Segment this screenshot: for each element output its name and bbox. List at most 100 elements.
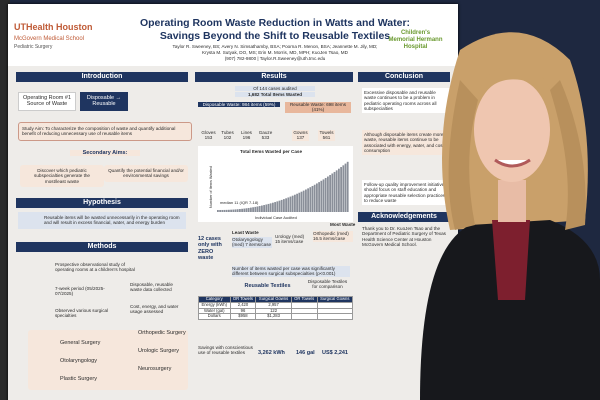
contact: (907) 782-9800 | Taylor.R.Sweeney@uth.tm…	[224, 56, 326, 61]
least-item: Otolaryngology (med) 7 items/case	[232, 237, 272, 248]
conclusion-point: Although disposable items create more wa…	[362, 130, 451, 156]
hospital-logo: Children's Memorial Hermann Hospital	[388, 30, 443, 50]
decor-bar	[329, 175, 331, 212]
section-heading: Conclusion	[358, 72, 450, 83]
decor-bar	[338, 168, 340, 212]
most-label: Most Waste	[330, 222, 356, 227]
method-item: Cost, energy, and water usage assessed	[130, 304, 179, 315]
textile-table: Category OR Towels Surgical Gowns OR Towels…	[198, 296, 354, 321]
section-heading: Acknowledgements	[358, 212, 450, 223]
decor-bar	[305, 189, 307, 212]
decor-bar	[298, 192, 301, 212]
decor-bar	[287, 197, 290, 212]
specialty: Plastic Surgery	[60, 376, 97, 382]
specialty: Otolaryngology	[60, 358, 97, 364]
chart-title: Total Items Wasted per Case	[240, 149, 303, 154]
item-count: Gloves 153	[201, 130, 216, 141]
most-item: Orthopedic (med) 16.5 items/case	[313, 231, 353, 242]
logo: UTHealth Houston	[14, 22, 93, 32]
decor-bar	[302, 190, 305, 212]
table-cell: $1,283	[255, 313, 292, 321]
intro-box: Operating Room #1 Source of Waste	[18, 92, 76, 111]
specialty: Neurosurgery	[138, 366, 172, 372]
method-item: Prospective observational study of opera…	[55, 262, 135, 273]
decor-bar	[241, 208, 243, 212]
decor-bar	[294, 194, 296, 212]
significance-note: Number of items wasted per case was sign…	[232, 266, 350, 277]
least-label: Least Waste	[232, 230, 259, 235]
decor-bar	[296, 193, 298, 212]
table-cell: 122	[255, 307, 292, 315]
x-label: Individual Case Audited	[255, 215, 297, 220]
specialty: Orthopedic Surgery	[138, 330, 186, 336]
person	[420, 32, 600, 400]
table-cell	[290, 313, 318, 321]
decor-bar	[236, 209, 239, 212]
blazer	[420, 220, 600, 400]
study-aim: Study Aim: To characterize the compositi…	[18, 122, 192, 141]
decor-bar	[324, 177, 327, 212]
zero-waste: 12 cases only with ZERO waste	[198, 236, 222, 261]
top	[492, 220, 530, 300]
section-heading: Hypothesis	[16, 198, 188, 209]
decor-bar	[228, 209, 230, 212]
hair-strand	[448, 80, 478, 230]
method-item: 7-week period (05/2025-07/2025)	[55, 286, 105, 297]
table-cell: Dollars	[198, 313, 231, 321]
acknowledgement: Thank you to Dr. KuoJen Tsao and the Dep…	[362, 226, 446, 247]
decor-bar	[276, 201, 279, 212]
poster-title: Operating Room Waste Reduction in Watts …	[139, 17, 411, 29]
specialty-box	[28, 330, 188, 390]
hypothesis-text: Reusable items will be wasted unnecessar…	[18, 212, 186, 229]
authors: Taylor R. Sweeney, BS; Avery N. Simsatha…	[172, 44, 378, 49]
decor-bar	[333, 171, 336, 212]
decor-bar	[239, 209, 241, 212]
decor-bar	[285, 198, 287, 212]
item-count: Gauze 533	[258, 130, 273, 141]
decor-bar	[322, 179, 325, 212]
logo-school: McGovern Medical School	[14, 36, 85, 42]
decor-bar	[300, 191, 303, 212]
intro-box: Disposable → Reusable	[80, 92, 128, 111]
hair-strand	[550, 80, 586, 230]
saving: US$ 2,241	[322, 350, 348, 356]
decor-bar	[340, 167, 342, 212]
conclusion-point: Follow-up quality improvement initiative…	[362, 180, 451, 206]
decor-bar	[267, 203, 270, 212]
table-title: Reusable Textiles	[244, 283, 291, 289]
decor-bar	[225, 209, 228, 212]
decor-bar	[263, 205, 265, 212]
decor-bar	[254, 206, 257, 212]
decor-bar	[250, 207, 252, 212]
authors: Krysta M. Sutyak, DO, MS; Erin M. Morris…	[202, 50, 348, 55]
reusable: Reusable Waste: 698 items (41%)	[285, 102, 351, 113]
decor-bar	[335, 170, 338, 212]
decor-bar	[311, 185, 314, 212]
decor-bar	[344, 163, 347, 212]
table-header: OR Towels	[290, 296, 318, 303]
decor-bar	[230, 209, 232, 212]
decor-bar	[346, 161, 349, 212]
decor-bar	[307, 188, 309, 212]
specialty: Urologic Surgery	[138, 348, 179, 354]
decor-bar	[247, 207, 250, 212]
table-cell	[316, 307, 354, 315]
decor-bar	[221, 209, 224, 212]
table-cell	[316, 301, 354, 309]
decor-bar	[320, 180, 323, 212]
section-heading: Results	[195, 72, 353, 83]
decor-bar	[252, 207, 254, 212]
least-item: Urology (med) 15 items/case	[275, 234, 305, 245]
decor-bar	[327, 176, 329, 212]
decor-bar	[217, 210, 219, 212]
decor-bar	[223, 209, 226, 212]
section-heading: Methods	[16, 242, 188, 253]
waste-bars	[217, 161, 349, 212]
face	[474, 78, 550, 182]
item-count: Tubes 102	[221, 130, 234, 141]
saving: 146 gal	[296, 350, 315, 356]
y-label: Number of Items Wasted	[208, 166, 213, 209]
decor-bar	[289, 196, 292, 212]
table-subtitle: Disposable Textiles for comparison	[307, 279, 348, 290]
